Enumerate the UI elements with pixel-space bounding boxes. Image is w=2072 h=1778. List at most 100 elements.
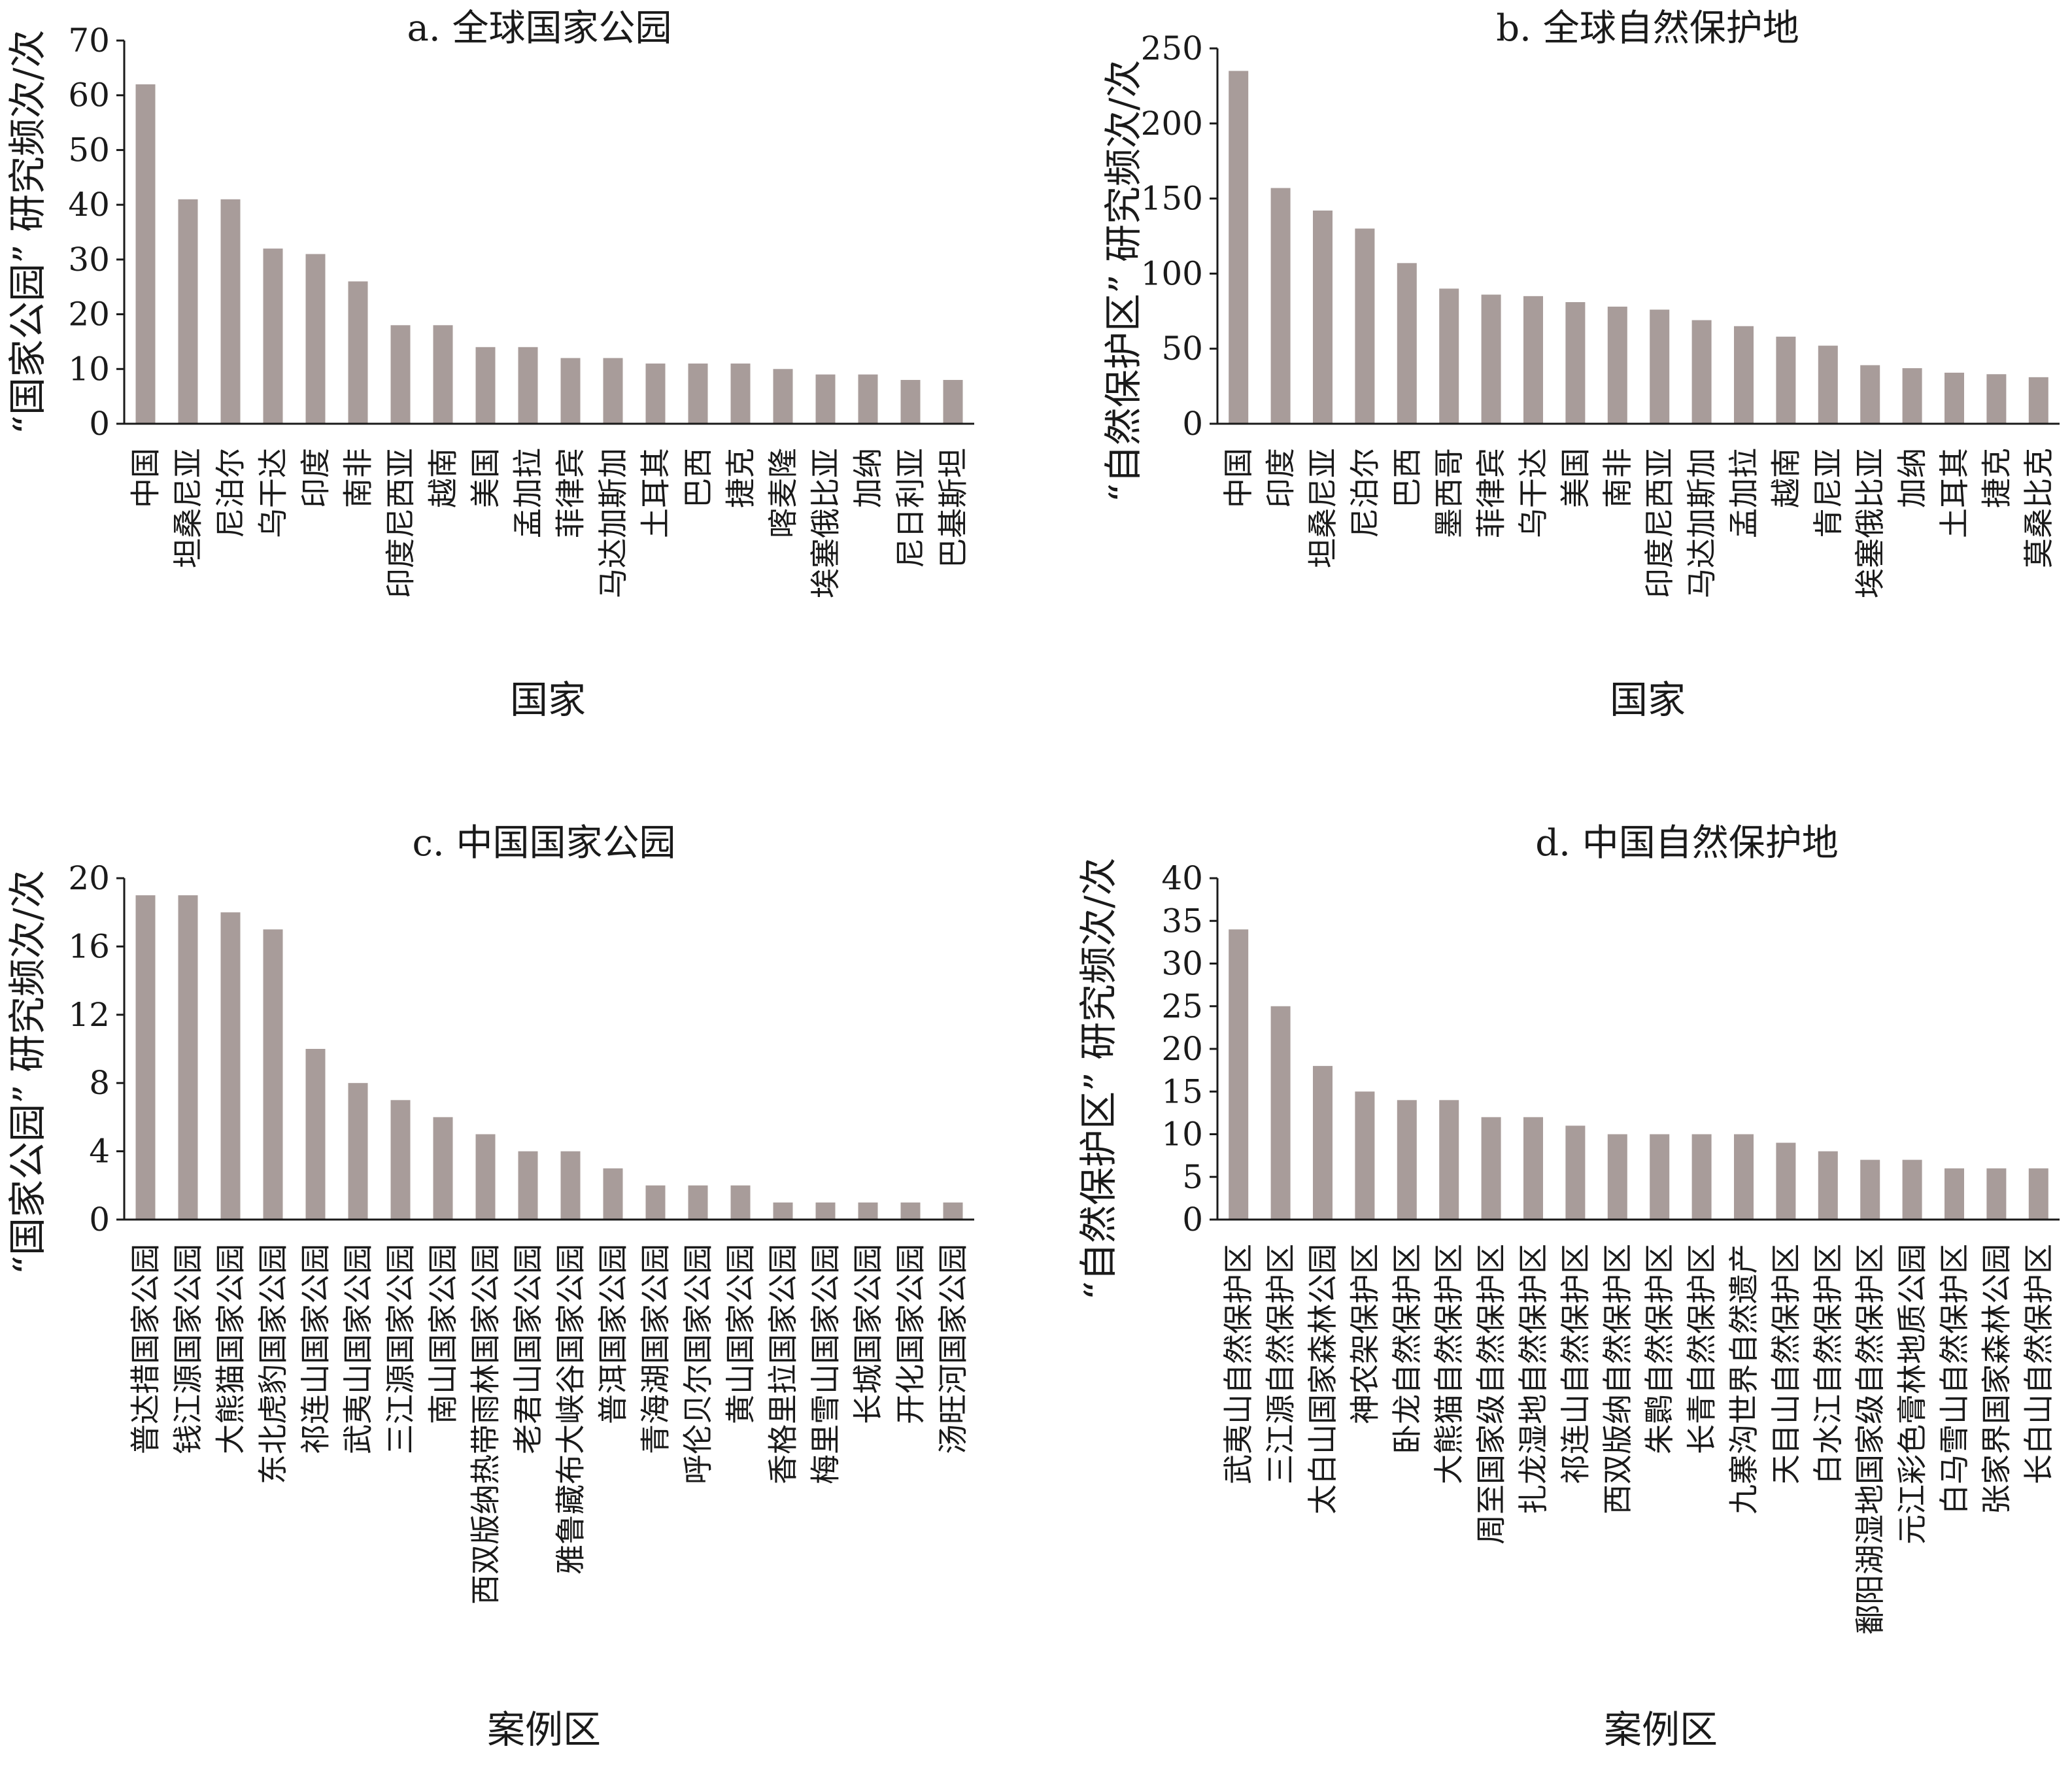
x-tick-label: 土耳其	[638, 448, 673, 538]
y-tick-label: 0	[1182, 405, 1203, 443]
x-tick-label: 孟加拉	[511, 448, 546, 538]
bar	[1691, 1134, 1712, 1220]
y-tick-label: 0	[1182, 1201, 1203, 1239]
x-tick-label: 莫桑比克	[2021, 448, 2056, 568]
chart-title: b. 全球自然保护地	[1496, 7, 1799, 50]
axis-lines	[123, 878, 974, 1221]
x-tick-label: 西双版纳自然保护区	[1600, 1244, 1635, 1514]
bar	[1776, 1142, 1796, 1220]
x-tick-label: 黄山国家公园	[723, 1244, 758, 1424]
bar	[1607, 306, 1627, 424]
x-tick-label: 中国	[1221, 448, 1256, 508]
bar	[560, 1151, 581, 1220]
bar	[1986, 374, 2007, 424]
y-tick-label: 20	[68, 859, 110, 897]
bar	[645, 363, 666, 424]
bar	[1650, 1134, 1670, 1220]
axis-lines	[1216, 878, 2060, 1221]
axis-lines	[1216, 48, 2060, 425]
bar	[730, 363, 751, 424]
x-tick-label: 武夷山国家公园	[341, 1244, 376, 1454]
x-tick-label: 三江源自然保护区	[1263, 1244, 1299, 1484]
y-tick-label: 50	[1161, 330, 1203, 368]
x-tick-label: 呼伦贝尔国家公园	[681, 1244, 716, 1484]
x-tick-label: 天目山自然保护区	[1768, 1244, 1803, 1484]
bar	[603, 358, 623, 424]
bar-group	[135, 84, 963, 424]
y-tick-group: 0 4 8 12 16 20	[68, 859, 124, 1239]
x-tick-label: 南非	[341, 448, 376, 508]
bar	[688, 363, 708, 424]
x-tick-label: 长城国家公园	[851, 1244, 886, 1424]
bar	[943, 380, 963, 424]
bar	[1481, 1117, 1501, 1220]
x-tick-label: 印度尼西亚	[383, 448, 418, 598]
x-tick-label: 喀麦隆	[766, 448, 801, 538]
x-tick-label: 越南	[426, 448, 461, 508]
chart-title: c. 中国国家公园	[413, 822, 676, 864]
x-tick-label: 汤旺河国家公园	[936, 1244, 971, 1454]
bar	[1945, 1168, 1964, 1220]
y-tick-label: 150	[1141, 180, 1203, 218]
bar	[1270, 1006, 1291, 1220]
y-tick-label: 200	[1141, 105, 1203, 143]
y-tick-label: 16	[68, 927, 110, 965]
x-tick-label: 祁连山自然保护区	[1557, 1244, 1593, 1484]
x-axis-label: 国家	[510, 677, 586, 722]
bar-group	[1229, 929, 2048, 1220]
bar	[178, 895, 198, 1220]
x-axis-label: 国家	[1610, 677, 1686, 722]
bar	[1860, 1159, 1880, 1220]
bar	[1229, 929, 1249, 1220]
bar	[305, 254, 326, 424]
y-axis-label: “自然保护区” 研究频次/次	[1076, 857, 1121, 1300]
category-label-group: 中国 印度 坦桑尼亚 尼泊尔 巴西 墨西哥 菲律宾 乌干达 美国 南非 印度尼西亚 马达加斯加 孟加拉越…	[1221, 448, 2056, 598]
x-tick-label: 香格里拉国家公园	[766, 1244, 801, 1484]
x-tick-label: 印度尼西亚	[1642, 448, 1677, 598]
bar	[1776, 336, 1796, 424]
x-tick-label: 巴西	[1389, 448, 1425, 508]
x-tick-label: 开化国家公园	[893, 1244, 928, 1424]
x-tick-label: 白水江自然保护区	[1810, 1244, 1846, 1484]
y-tick-label: 60	[68, 77, 110, 114]
y-axis-label: “国家公园” 研究频次/次	[5, 29, 50, 434]
x-tick-label: 东北虎豹国家公园	[256, 1244, 291, 1484]
bar	[815, 1202, 836, 1220]
chart-title: a. 全球国家公园	[407, 7, 672, 50]
bar	[518, 347, 538, 424]
x-tick-label: 长白山自然保护区	[2021, 1244, 2056, 1484]
x-tick-label: 捷克	[723, 448, 758, 508]
x-tick-label: 马达加斯加	[1684, 448, 1720, 598]
bar	[773, 1202, 793, 1220]
y-tick-label: 0	[89, 405, 110, 443]
x-tick-label: 大熊猫自然保护区	[1431, 1244, 1467, 1484]
category-label-group: 中国 坦桑尼亚 尼泊尔 乌干达 印度 南非 印度尼西亚 越南 美国 孟加拉 菲律宾 马达加斯加 土耳其巴…	[128, 448, 971, 598]
bar	[1734, 1134, 1754, 1220]
chart-panel-c: c. 中国国家公园 “国家公园” 研究频次/次 案例区 0 4 8 12 16 20 普达…	[5, 822, 974, 1752]
bar	[1523, 1117, 1543, 1220]
x-tick-label: 南非	[1600, 448, 1635, 508]
y-axis-label: “国家公园” 研究频次/次	[5, 870, 50, 1274]
x-tick-label: 印度	[1263, 448, 1299, 508]
chart-panel-b: b. 全球自然保护地 “自然保护区” 研究频次/次 国家 0 50 100 150 20…	[1101, 7, 2060, 722]
axis-lines	[123, 41, 974, 425]
x-tick-label: 埃塞俄比亚	[808, 448, 843, 598]
y-tick-label: 8	[89, 1064, 110, 1102]
y-tick-label: 40	[68, 186, 110, 224]
x-tick-label: 扎龙湿地自然保护区	[1516, 1244, 1551, 1514]
x-tick-label: 加纳	[851, 448, 886, 508]
y-tick-label: 100	[1141, 254, 1203, 292]
x-tick-label: 张家界国家森林公园	[1979, 1244, 2014, 1514]
x-tick-label: 巴基斯坦	[936, 448, 971, 568]
bar	[1691, 320, 1712, 424]
bar	[1397, 263, 1417, 424]
x-tick-label: 加纳	[1895, 448, 1930, 508]
x-tick-label: 普洱国家公园	[596, 1244, 631, 1424]
y-tick-label: 10	[1161, 1116, 1203, 1154]
bar	[560, 358, 581, 424]
bar	[900, 1202, 921, 1220]
chart-panel-a: a. 全球国家公园 “国家公园” 研究频次/次 国家 0 10 20 30 40 50 60…	[5, 7, 974, 722]
bar	[1902, 368, 1922, 424]
x-tick-label: 武夷山自然保护区	[1221, 1244, 1256, 1484]
